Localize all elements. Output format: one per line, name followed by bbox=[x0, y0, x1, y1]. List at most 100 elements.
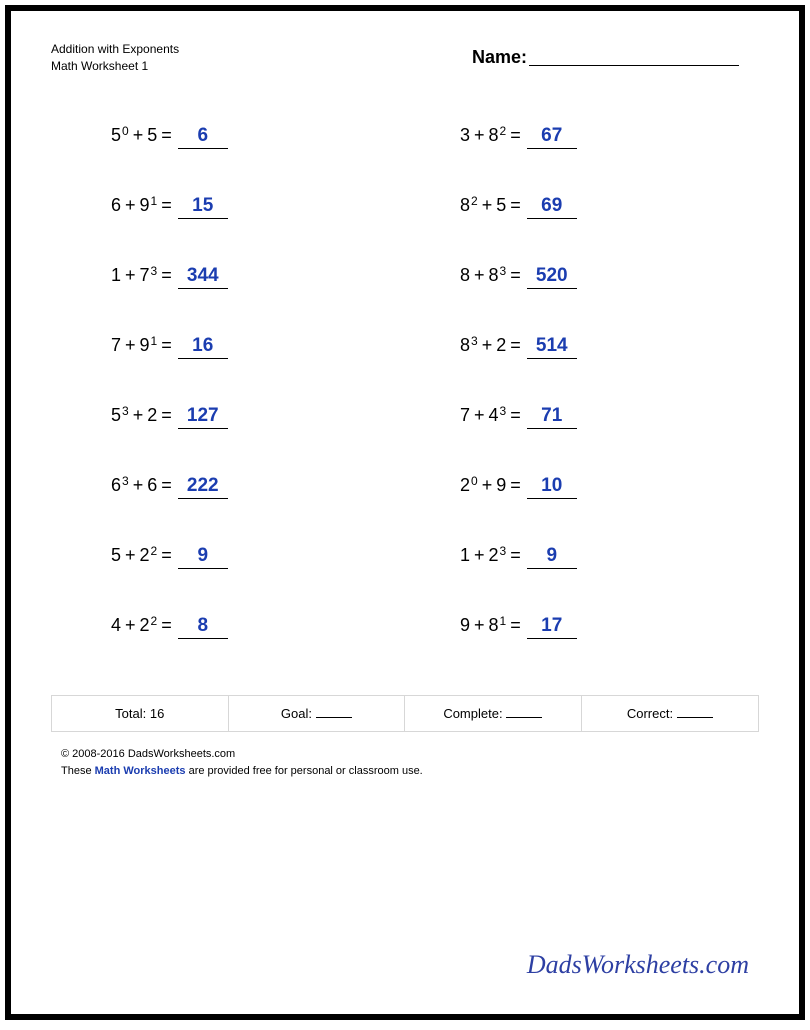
total-value: 16 bbox=[150, 706, 164, 721]
plus-sign: + bbox=[474, 615, 485, 636]
problem-16: 9+81=17 bbox=[460, 615, 729, 639]
copyright-line2: These Math Worksheets are provided free … bbox=[61, 763, 759, 781]
term-2-base: 6 bbox=[147, 475, 157, 496]
equals-sign: = bbox=[510, 195, 521, 216]
problem-8: 83+2=514 bbox=[460, 335, 729, 359]
term-2: 81 bbox=[489, 615, 507, 636]
term-2-base: 4 bbox=[489, 405, 499, 426]
equals-sign: = bbox=[161, 335, 172, 356]
term-2-exponent: 2 bbox=[151, 544, 158, 558]
plus-sign: + bbox=[474, 405, 485, 426]
plus-sign: + bbox=[125, 195, 136, 216]
term-2: 83 bbox=[489, 265, 507, 286]
problem-expression: 7+91= bbox=[111, 335, 178, 356]
plus-sign: + bbox=[482, 335, 493, 356]
problem-expression: 53+2= bbox=[111, 405, 178, 426]
problem-6: 8+83=520 bbox=[460, 265, 729, 289]
problem-expression: 82+5= bbox=[460, 195, 527, 216]
term-2-base: 2 bbox=[140, 545, 150, 566]
term-1-exponent: 0 bbox=[471, 474, 478, 488]
problem-11: 63+6=222 bbox=[111, 475, 380, 499]
term-2: 43 bbox=[489, 405, 507, 426]
term-1: 1 bbox=[460, 545, 470, 566]
term-1: 82 bbox=[460, 195, 478, 216]
plus-sign: + bbox=[482, 195, 493, 216]
answer: 10 bbox=[527, 475, 577, 499]
term-2: 2 bbox=[147, 405, 157, 426]
plus-sign: + bbox=[125, 545, 136, 566]
correct-blank[interactable] bbox=[677, 708, 713, 718]
problem-expression: 50+5= bbox=[111, 125, 178, 146]
term-2: 23 bbox=[489, 545, 507, 566]
term-1-base: 1 bbox=[460, 545, 470, 566]
equals-sign: = bbox=[161, 265, 172, 286]
term-1-exponent: 2 bbox=[471, 194, 478, 208]
term-2-base: 2 bbox=[140, 615, 150, 636]
answer: 8 bbox=[178, 615, 228, 639]
term-1-exponent: 3 bbox=[122, 474, 129, 488]
equals-sign: = bbox=[161, 545, 172, 566]
term-1-base: 6 bbox=[111, 195, 121, 216]
goal-blank[interactable] bbox=[316, 708, 352, 718]
complete-blank[interactable] bbox=[506, 708, 542, 718]
math-worksheets-link[interactable]: Math Worksheets bbox=[95, 765, 186, 777]
equals-sign: = bbox=[161, 195, 172, 216]
answer: 69 bbox=[527, 195, 577, 219]
problem-13: 5+22=9 bbox=[111, 545, 380, 569]
copyright-line1: © 2008-2016 DadsWorksheets.com bbox=[61, 746, 759, 764]
term-2: 82 bbox=[489, 125, 507, 146]
problems-grid: 50+5=63+82=676+91=1582+5=691+73=3448+83=… bbox=[51, 125, 759, 639]
answer: 9 bbox=[527, 545, 577, 569]
problem-7: 7+91=16 bbox=[111, 335, 380, 359]
term-2-base: 5 bbox=[496, 195, 506, 216]
term-1: 8 bbox=[460, 265, 470, 286]
term-2: 9 bbox=[496, 475, 506, 496]
term-1-base: 4 bbox=[111, 615, 121, 636]
term-1-base: 9 bbox=[460, 615, 470, 636]
problem-2: 3+82=67 bbox=[460, 125, 729, 149]
term-2-base: 9 bbox=[140, 195, 150, 216]
problem-expression: 7+43= bbox=[460, 405, 527, 426]
term-2-base: 8 bbox=[489, 615, 499, 636]
equals-sign: = bbox=[510, 335, 521, 356]
term-2-base: 9 bbox=[140, 335, 150, 356]
answer: 15 bbox=[178, 195, 228, 219]
name-field: Name: bbox=[472, 47, 739, 68]
term-1-base: 6 bbox=[111, 475, 121, 496]
term-1-base: 7 bbox=[460, 405, 470, 426]
answer: 9 bbox=[178, 545, 228, 569]
complete-label: Complete: bbox=[443, 706, 506, 721]
term-1: 4 bbox=[111, 615, 121, 636]
term-2-base: 8 bbox=[489, 125, 499, 146]
term-2: 22 bbox=[140, 545, 158, 566]
worksheet-title-block: Addition with Exponents Math Worksheet 1 bbox=[51, 41, 179, 75]
problem-1: 50+5=6 bbox=[111, 125, 380, 149]
plus-sign: + bbox=[133, 125, 144, 146]
equals-sign: = bbox=[510, 405, 521, 426]
goal-label: Goal: bbox=[281, 706, 316, 721]
problem-5: 1+73=344 bbox=[111, 265, 380, 289]
term-2: 91 bbox=[140, 195, 158, 216]
term-2-exponent: 3 bbox=[500, 544, 507, 558]
problem-10: 7+43=71 bbox=[460, 405, 729, 429]
problem-expression: 8+83= bbox=[460, 265, 527, 286]
name-blank-line[interactable] bbox=[529, 50, 739, 66]
term-1-base: 8 bbox=[460, 335, 470, 356]
plus-sign: + bbox=[125, 265, 136, 286]
equals-sign: = bbox=[510, 265, 521, 286]
term-2-exponent: 1 bbox=[500, 614, 507, 628]
answer: 17 bbox=[527, 615, 577, 639]
copyright-pre: These bbox=[61, 765, 95, 777]
term-1: 1 bbox=[111, 265, 121, 286]
name-label: Name: bbox=[472, 47, 527, 68]
problem-expression: 1+23= bbox=[460, 545, 527, 566]
answer: 16 bbox=[178, 335, 228, 359]
total-box: Total: 16 bbox=[52, 696, 229, 731]
copyright-post: are provided free for personal or classr… bbox=[186, 765, 423, 777]
term-2: 2 bbox=[496, 335, 506, 356]
equals-sign: = bbox=[510, 475, 521, 496]
term-1-base: 3 bbox=[460, 125, 470, 146]
plus-sign: + bbox=[133, 475, 144, 496]
plus-sign: + bbox=[474, 125, 485, 146]
term-2-exponent: 3 bbox=[151, 264, 158, 278]
